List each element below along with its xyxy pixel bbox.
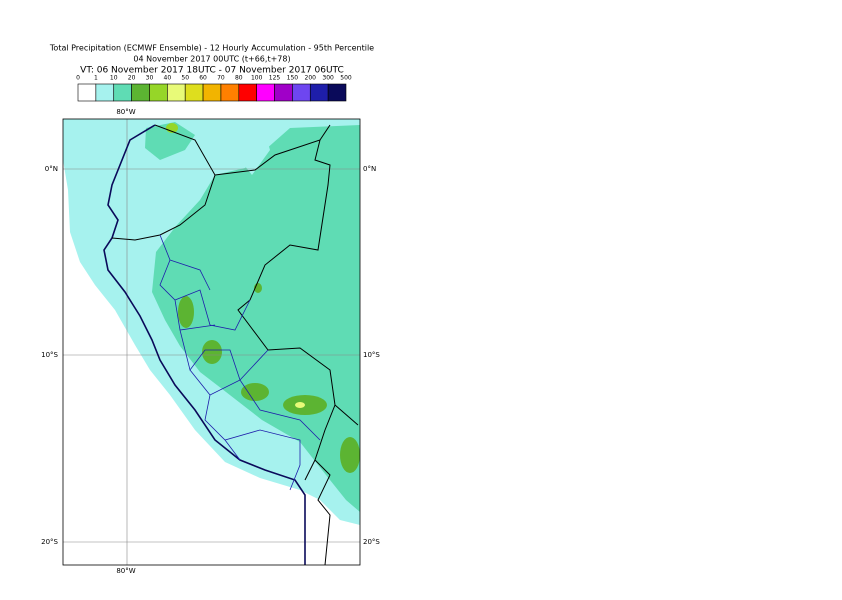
precip-10-20 xyxy=(145,122,195,160)
colorbar-label: 500 xyxy=(340,75,352,82)
colorbar-label: 70 xyxy=(217,75,225,82)
colorbar-label: 80 xyxy=(235,75,243,82)
lat-label: 20°S xyxy=(363,538,380,546)
colorbar-swatch xyxy=(113,83,132,102)
title: Total Precipitation (ECMWF Ensemble) - 1… xyxy=(49,44,374,53)
colorbar-label: 20 xyxy=(128,75,136,82)
colorbar-label: 10 xyxy=(110,75,118,82)
lat-label: 0°N xyxy=(45,165,58,173)
lon-label: 80°W xyxy=(116,108,135,116)
colorbar-label: 30 xyxy=(146,75,154,82)
colorbar-label: 100 xyxy=(251,75,263,82)
colorbar-label: 125 xyxy=(269,75,281,82)
precip-20-30 xyxy=(178,296,194,328)
precip-1-10 xyxy=(238,122,270,175)
precip-20-30 xyxy=(202,340,222,364)
colorbar-swatch xyxy=(220,83,240,102)
lat-label: 20°S xyxy=(41,538,58,546)
colorbar-swatch xyxy=(77,83,97,102)
colorbar-label: 40 xyxy=(164,75,172,82)
colorbar-swatch xyxy=(238,83,257,102)
colorbar-swatch xyxy=(184,83,204,102)
colorbar-label: 50 xyxy=(181,75,189,82)
country-border xyxy=(111,124,359,565)
colorbar-swatch xyxy=(131,83,150,102)
colorbar-swatch xyxy=(95,83,115,102)
colorbar-label: 0 xyxy=(76,75,80,82)
colorbar-swatch xyxy=(292,83,311,102)
colorbar-swatch xyxy=(202,83,222,102)
colorbar-label: 300 xyxy=(322,75,334,82)
lon-label: 80°W xyxy=(116,567,135,575)
colorbar-label: 200 xyxy=(305,75,317,82)
precip-40-50 xyxy=(295,402,305,408)
lat-label: 0°N xyxy=(363,165,376,173)
colorbar-swatch xyxy=(256,83,275,102)
valid-time: VT: 06 November 2017 18UTC - 07 November… xyxy=(80,66,344,76)
colorbar-swatch xyxy=(274,83,293,102)
colorbar-swatch xyxy=(327,83,347,102)
map-frame xyxy=(62,118,361,566)
colorbar-swatch xyxy=(309,83,329,102)
subtitle: 04 November 2017 00UTC (t+66,t+78) xyxy=(133,55,290,64)
lat-label: 10°S xyxy=(363,351,380,359)
colorbar-label: 60 xyxy=(199,75,207,82)
department-border xyxy=(159,234,321,491)
lat-label: 10°S xyxy=(41,351,58,359)
precip-20-30 xyxy=(340,437,360,473)
precip-20-30 xyxy=(241,383,269,401)
colorbar: 0 1 10 20 30 40 50 60 70 80 100 125 150 200 300 500 xyxy=(76,75,352,102)
map-area xyxy=(63,119,360,565)
coastline xyxy=(103,124,306,565)
colorbar-swatch xyxy=(167,83,186,102)
colorbar-swatch xyxy=(149,83,168,102)
colorbar-label: 1 xyxy=(94,75,98,82)
precip-10-20 xyxy=(152,125,360,512)
colorbar-label: 150 xyxy=(287,75,299,82)
